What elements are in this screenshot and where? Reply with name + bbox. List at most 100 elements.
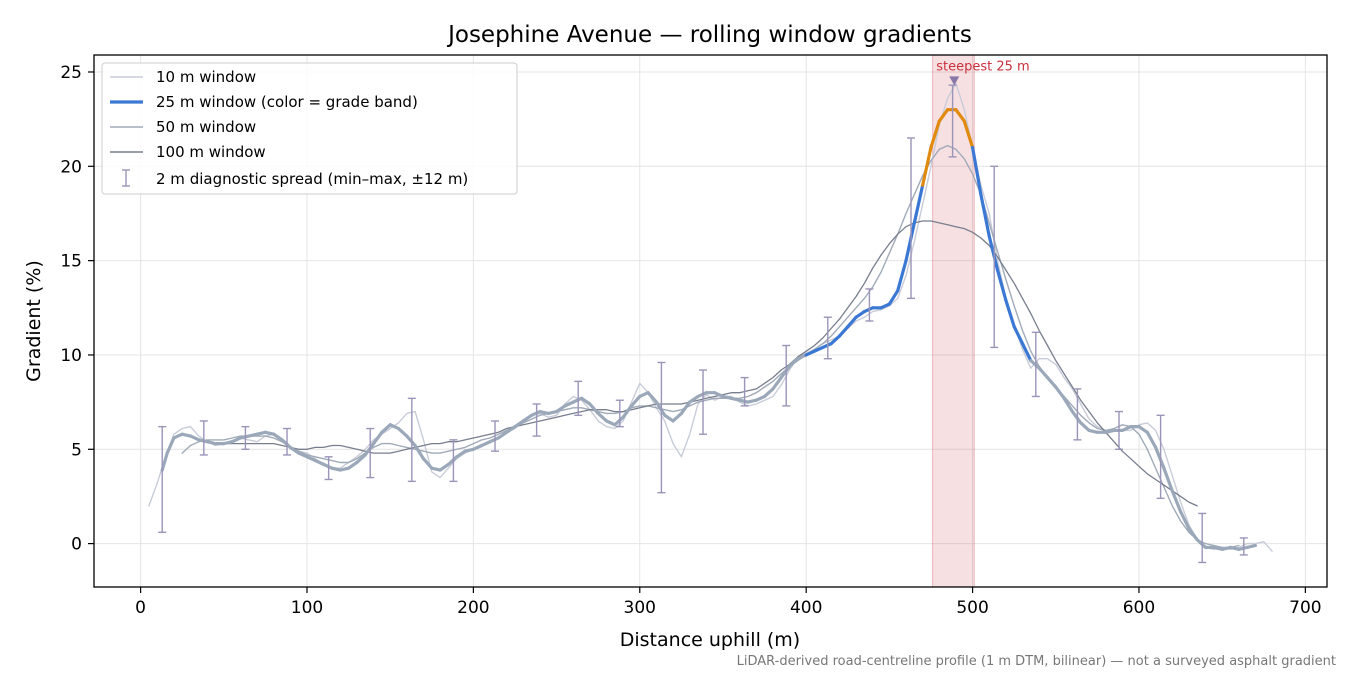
series-25m-segment [496,430,509,440]
x-tick-label-200: 200 [457,598,489,618]
errorbar-538 [1031,331,1040,398]
errorbar-588 [1115,410,1124,450]
errorbar-313 [657,361,666,494]
errorbar-163 [407,397,416,483]
series-25m-segment [1245,543,1258,549]
footnote: LiDAR-derived road-centreline profile (1… [737,654,1336,669]
series-25m-segment [1079,421,1091,433]
errorbar-513 [990,165,999,349]
series-25m-segment [1012,325,1025,346]
errorbar-88 [283,427,292,456]
errorbar-363 [740,376,749,407]
steepest-annotation: steepest 25 m [936,59,1030,86]
legend-label-50m: 50 m window [156,118,256,136]
series-25m-segment [1070,409,1083,425]
series-25m-segment [421,457,434,470]
series-25m-segment [505,425,517,434]
axis-ticks: 0 100 200 300 400 500 600 700 0 5 10 15 20 25 [60,63,1321,618]
series-25m-segment [929,119,941,150]
legend: 10 m window 25 m window (color = grade b… [101,62,518,195]
errorbar-13 [158,425,167,533]
series-25m-segment [621,404,634,419]
x-tick-label-500: 500 [956,598,988,618]
series-25m-segment [1154,445,1166,470]
series-25m-segment [1004,298,1016,329]
errorbar-463 [907,137,916,300]
y-axis-label: Gradient (%) [23,260,45,382]
chart-title: Josephine Avenue — rolling window gradie… [446,22,972,48]
x-tick-label-300: 300 [624,598,656,618]
series-25m-segment [513,419,525,429]
series-25m-segment [762,387,775,399]
x-tick-label-600: 600 [1123,598,1155,618]
series-25m-segment [1020,342,1033,363]
steepest-highlight-band [932,54,975,588]
steepest-label: steepest 25 m [936,59,1029,74]
errorbar-663 [1239,537,1248,556]
series-25m-segment [679,400,692,416]
errorbar-388 [782,344,791,407]
errorbar-288 [615,399,624,428]
series-25m-segment [970,145,983,197]
series-25m-segment [1137,425,1149,434]
errorbar-63 [241,425,250,450]
errorbar-438 [865,288,874,322]
series-25m-segment [979,193,991,238]
series-25m-segment [896,259,908,293]
series-25m-segment [629,394,642,408]
errorbar-263 [574,380,583,417]
series-25m-segment [455,449,467,459]
series-25m-segment [846,315,858,329]
series-25m-segment [438,462,451,472]
series-25m-segment [288,445,301,455]
series-25m-segment [346,460,359,470]
x-tick-label-0: 0 [135,598,146,618]
series-25m-segment [663,413,675,423]
series-25m-segment [904,221,916,263]
series-25m-segment [1170,489,1183,514]
series-25m-segment [854,309,867,319]
y-tick-label-0: 0 [71,535,82,555]
series-25m-segment [160,451,169,472]
errorbar-413 [823,316,832,360]
series-25m-segment [1162,466,1174,493]
legend-label-10m: 10 m window [156,68,256,86]
series-25m-segment [671,411,683,423]
series-25m-segment [363,442,376,457]
series-25m-segment [771,375,783,391]
series-25m-segment [446,455,459,466]
series-line-100m [223,220,1198,507]
series-25m-segment [1037,366,1050,380]
x-tick-label-400: 400 [790,598,822,618]
series-25m-segment [1062,396,1075,414]
series-25m-segment [280,438,292,449]
errorbar-488 [948,84,957,158]
series-25m-segment [954,108,966,123]
legend-label-100m: 100 m window [156,143,266,161]
legend-label-spread: 2 m diagnostic spread (min–max, ±12 m) [156,170,468,188]
series-lines [148,82,1273,552]
series-25m-segment [1178,509,1191,531]
series-25m-segment [413,443,426,461]
errorbar-213 [491,420,500,452]
errorbar-38 [199,420,208,456]
series-25m-segment [912,183,925,225]
x-tick-label-700: 700 [1289,598,1321,618]
series-25m-segment [921,145,933,187]
errorbar-113 [324,456,333,481]
y-tick-label-5: 5 [71,440,82,460]
x-tick-label-100: 100 [291,598,323,618]
series-25m-segment [654,400,667,417]
errorbar-188 [449,439,458,483]
series-25m-segment [962,119,975,150]
series-25m-segment [1145,430,1158,449]
steepest-marker [949,76,960,86]
series-25m-segment [779,364,792,380]
series-25m-segment [787,357,800,368]
series-25m-segment [837,325,850,338]
y-tick-label-15: 15 [60,252,82,272]
plot-frame [93,54,1328,588]
y-tick-label-20: 20 [60,157,82,177]
legend-box [101,62,518,195]
